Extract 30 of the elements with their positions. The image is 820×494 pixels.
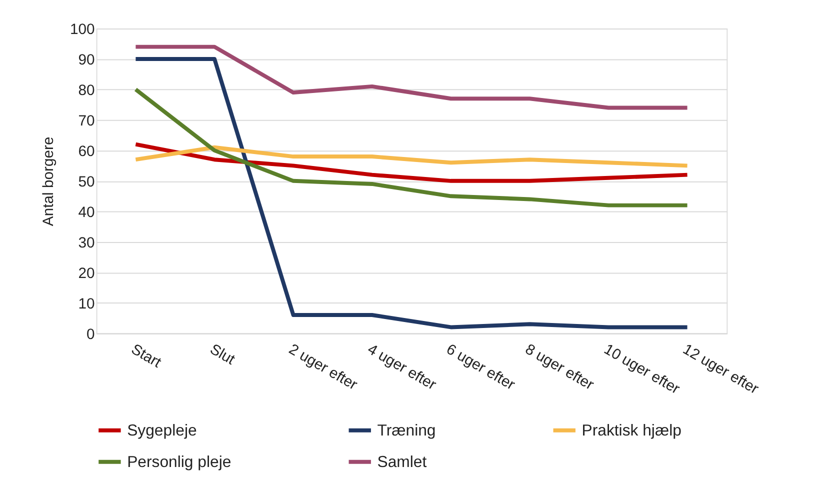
x-tick-label: 4 uger efter <box>364 342 439 394</box>
legend-label: Samlet <box>377 454 428 471</box>
x-tick-label: Slut <box>207 342 238 369</box>
line-series <box>134 145 690 168</box>
y-tick-label: 20 <box>78 266 95 282</box>
legend-label: Sygepleje <box>127 422 197 440</box>
x-tick-label: 2 uger efter <box>286 342 360 394</box>
y-tick-label: 60 <box>78 144 95 160</box>
y-tick-label: 80 <box>78 82 95 99</box>
y-tick-label: 70 <box>78 113 95 130</box>
y-tick-label: 100 <box>70 22 95 38</box>
y-tick-label: 90 <box>78 52 95 68</box>
legend-label: Træning <box>377 422 436 440</box>
y-tick-label: 30 <box>78 235 95 252</box>
line-series <box>134 88 690 208</box>
line-series <box>134 44 690 110</box>
line-series <box>134 57 690 330</box>
line-series <box>134 142 690 183</box>
x-tick-label: 8 uger efter <box>522 342 596 394</box>
x-tick-label: 12 uger efter <box>680 342 761 398</box>
x-tick-label: Start <box>128 342 164 372</box>
x-tick-label: 6 uger efter <box>443 342 518 394</box>
y-axis-title: Antal borgere <box>41 136 58 226</box>
legend-label: Personlig pleje <box>127 454 232 471</box>
legend-label: Praktisk hjælp <box>582 422 682 440</box>
y-tick-label: 10 <box>78 296 95 312</box>
y-tick-label: 50 <box>78 174 95 190</box>
x-tick-label: 10 uger efter <box>601 342 682 398</box>
y-tick-label: 40 <box>78 204 95 221</box>
y-tick-label: 0 <box>86 326 95 343</box>
